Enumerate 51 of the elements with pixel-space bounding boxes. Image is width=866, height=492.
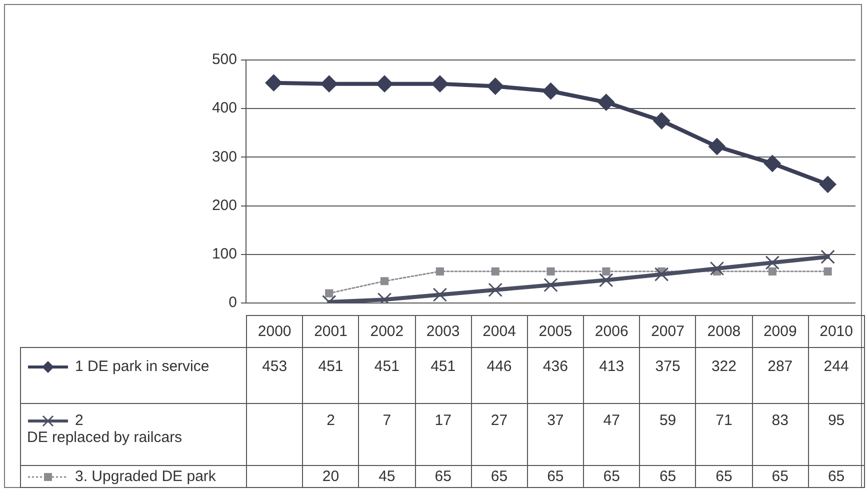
- x-tick-label: 2002: [358, 316, 416, 348]
- data-label: 244: [808, 348, 864, 404]
- legend-label: 1 DE park in service: [20, 348, 246, 404]
- y-tick-label: 200: [212, 196, 237, 214]
- legend-label: 2 DE replaced by railcars: [20, 404, 246, 466]
- data-label: 65: [527, 466, 584, 488]
- data-label: 322: [696, 348, 752, 404]
- data-label: 83: [752, 404, 808, 466]
- data-label: 453: [246, 348, 303, 404]
- x-tick-label: 2005: [527, 316, 584, 348]
- x-tick-label: 2007: [640, 316, 696, 348]
- x-tick-label: 2010: [808, 316, 864, 348]
- data-label: 95: [808, 404, 864, 466]
- y-tick-label: 300: [212, 148, 237, 166]
- data-label: 65: [696, 466, 752, 488]
- x-tick-label: 2006: [584, 316, 640, 348]
- data-label: 20: [302, 466, 359, 488]
- x-tick-label: 2000: [246, 316, 303, 348]
- x-tick-label: 2001: [302, 316, 359, 348]
- legend-label: 3. Upgraded DE park: [20, 466, 246, 488]
- y-tick-label: 100: [212, 246, 237, 263]
- x-tick-label: 2004: [471, 316, 528, 348]
- data-label: 7: [358, 404, 416, 466]
- data-label: 451: [415, 348, 472, 404]
- y-tick-label: 500: [212, 51, 237, 68]
- x-tick-label: 2009: [752, 316, 808, 348]
- data-label: 446: [471, 348, 528, 404]
- data-label: 47: [584, 404, 640, 466]
- data-label: 65: [808, 466, 864, 488]
- y-tick-label: 400: [212, 100, 237, 117]
- data-label: 59: [640, 404, 696, 466]
- x-tick-label: 2008: [696, 316, 752, 348]
- data-label: 65: [752, 466, 808, 488]
- data-label: 451: [302, 348, 359, 404]
- data-label: 413: [584, 348, 640, 404]
- data-label: 375: [640, 348, 696, 404]
- data-label: 2: [302, 404, 359, 466]
- data-label: 37: [527, 404, 584, 466]
- data-label: 287: [752, 348, 808, 404]
- data-label: 436: [527, 348, 584, 404]
- data-label: 65: [415, 466, 472, 488]
- data-label: 71: [696, 404, 752, 466]
- data-label: 45: [358, 466, 416, 488]
- data-label: 17: [415, 404, 472, 466]
- data-label: 65: [471, 466, 528, 488]
- y-tick-label: 0: [228, 294, 237, 312]
- data-label: 65: [584, 466, 640, 488]
- data-label: 451: [358, 348, 416, 404]
- x-tick-label: 2003: [415, 316, 472, 348]
- data-label: 27: [471, 404, 528, 466]
- data-label: 65: [640, 466, 696, 488]
